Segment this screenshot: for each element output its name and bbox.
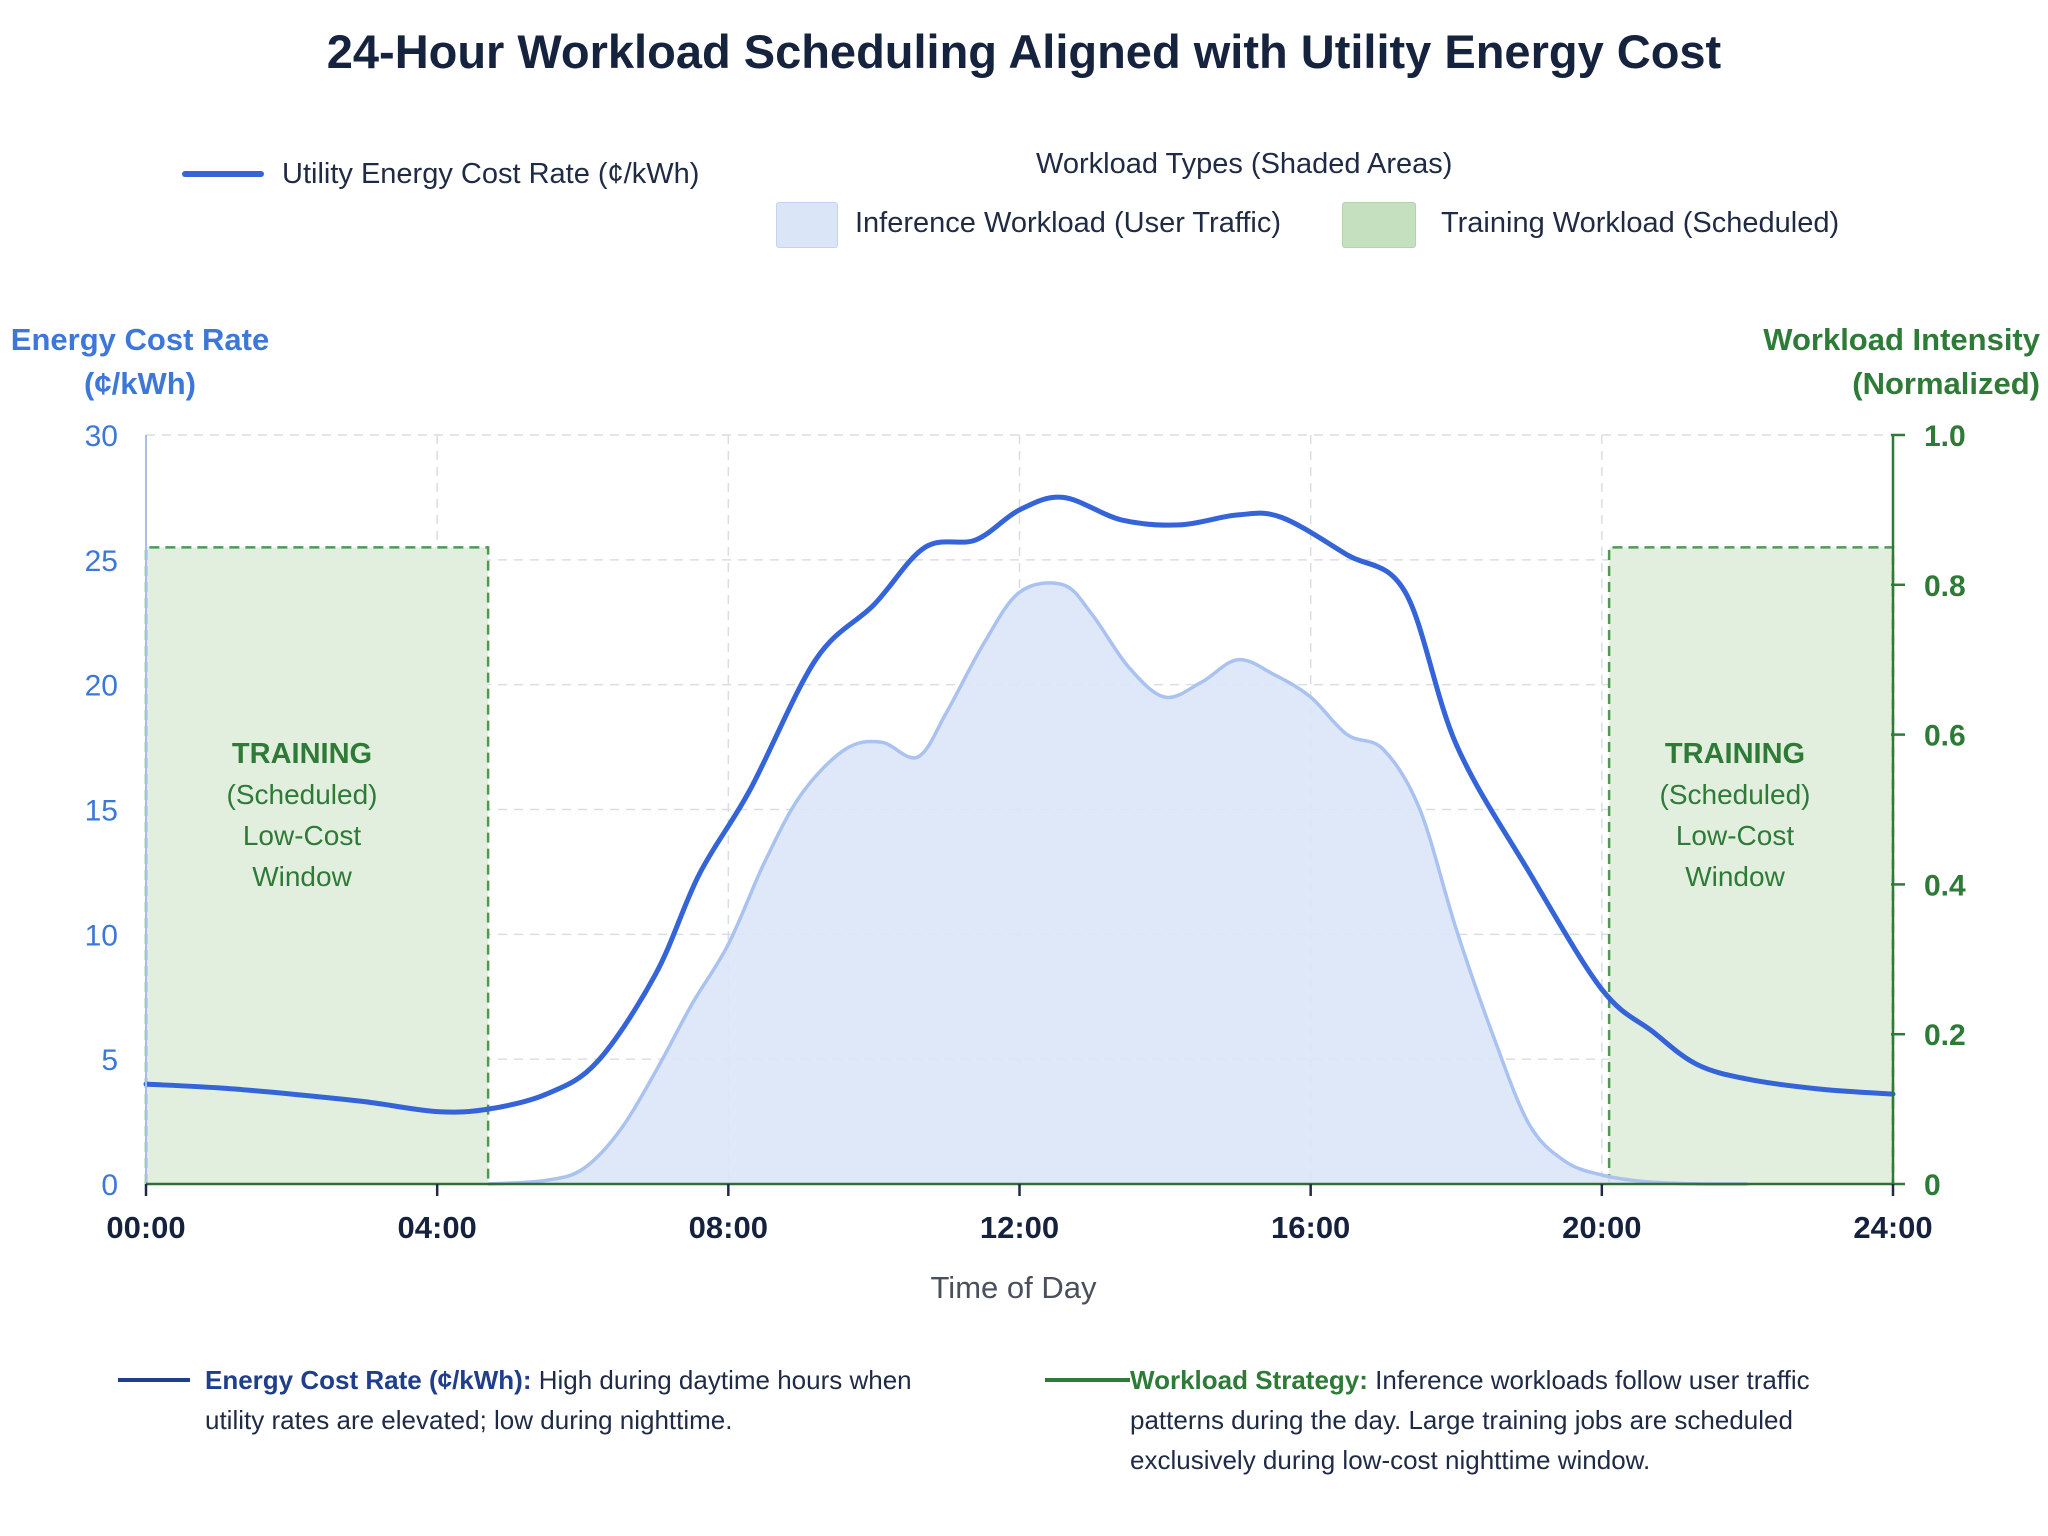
training-annotation-2-line-2: (Scheduled) — [1660, 779, 1811, 810]
left-tick-label: 5 — [101, 1044, 118, 1077]
x-tick-label: 12:00 — [980, 1210, 1059, 1245]
training-legend-label: Training Workload (Scheduled) — [1441, 207, 1840, 239]
left-axis-title-line2: (¢/kWh) — [84, 366, 196, 401]
right-axis-title-line1: Workload Intensity — [1763, 322, 2040, 357]
cost-line — [143, 494, 1896, 1115]
training-area-1 — [146, 547, 489, 1184]
tick-labels: 0 5 10 15 20 25 30 0 0.2 0.4 0.6 0.8 1.0 00:00 04:00 08… — [85, 420, 1966, 1305]
cost-note-heading: Energy Cost Rate (¢/kWh): — [205, 1365, 532, 1395]
left-axis-title: Energy Cost Rate (¢/kWh) — [0, 318, 280, 406]
training-legend-swatch — [1342, 202, 1416, 248]
cost-note-text: High during daytime hours when utility r… — [205, 1365, 912, 1435]
training-area-outline-1 — [144, 546, 490, 1184]
cost-line-legend-label: Utility Energy Cost Rate (¢/kWh) — [282, 158, 700, 190]
x-tick-label: 08:00 — [689, 1210, 768, 1245]
right-tick-label: 0.4 — [1924, 869, 1966, 902]
left-tick-label: 0 — [101, 1169, 118, 1202]
chart-title: 24-Hour Workload Scheduling Aligned with… — [326, 25, 1722, 78]
right-axis-title-line2: (Normalized) — [1852, 366, 2040, 401]
axes — [144, 433, 1905, 1196]
x-tick-label: 00:00 — [106, 1210, 185, 1245]
right-tick-label: 1.0 — [1924, 420, 1966, 453]
strategy-note-swatch — [1045, 1378, 1130, 1382]
training-annotation-2-line-1: TRAINING — [1665, 738, 1805, 770]
left-tick-label: 15 — [85, 795, 118, 828]
strategy-note-heading: Workload Strategy: — [1130, 1365, 1368, 1395]
training-annotations: TRAINING (Scheduled) Low-Cost Window TRAININ… — [227, 738, 1811, 892]
x-tick-label: 20:00 — [1562, 1210, 1641, 1245]
right-tick-label: 0.8 — [1924, 570, 1966, 603]
right-axis-title: Workload Intensity (Normalized) — [1740, 318, 2040, 406]
right-tick-label: 0.2 — [1924, 1019, 1966, 1052]
cost-line-legend-swatch — [182, 171, 264, 177]
cost-note-swatch — [118, 1378, 190, 1382]
training-annotation-1-line-2: (Scheduled) — [227, 779, 378, 810]
inference-legend-swatch — [776, 202, 838, 248]
left-tick-label: 30 — [85, 420, 118, 453]
x-tick-label: 16:00 — [1271, 1210, 1350, 1245]
training-annotation-2-line-4: Window — [1685, 861, 1785, 892]
training-annotation-1-line-1: TRAINING — [232, 738, 372, 770]
x-tick-label: 04:00 — [398, 1210, 477, 1245]
left-tick-label: 20 — [85, 670, 118, 703]
left-tick-label: 10 — [85, 919, 118, 952]
training-annotation-1-line-3: Low-Cost — [243, 820, 361, 851]
inference-area — [488, 581, 1748, 1186]
right-tick-label: 0.6 — [1924, 720, 1966, 753]
cost-note: Energy Cost Rate (¢/kWh): High during da… — [205, 1360, 965, 1440]
training-annotation-1-line-4: Window — [252, 861, 352, 892]
left-axis-title-line1: Energy Cost Rate — [10, 322, 270, 357]
inference-area-outline — [488, 581, 1748, 1186]
strategy-note: Workload Strategy: Inference workloads f… — [1130, 1360, 1870, 1480]
right-tick-label: 0 — [1924, 1169, 1941, 1202]
workload-legend-title: Workload Types (Shaded Areas) — [1036, 148, 1453, 180]
inference-legend-label: Inference Workload (User Traffic) — [855, 207, 1282, 239]
inference-area-fill — [488, 582, 1748, 1185]
x-axis-title: Time of Day — [931, 1270, 1097, 1305]
training-annotation-2-line-3: Low-Cost — [1676, 820, 1794, 851]
strategy-note-text: Inference workloads follow user traffic … — [1130, 1365, 1810, 1475]
cost-rate-line — [143, 494, 1896, 1115]
x-tick-label: 24:00 — [1853, 1210, 1932, 1245]
left-tick-label: 25 — [85, 545, 118, 578]
